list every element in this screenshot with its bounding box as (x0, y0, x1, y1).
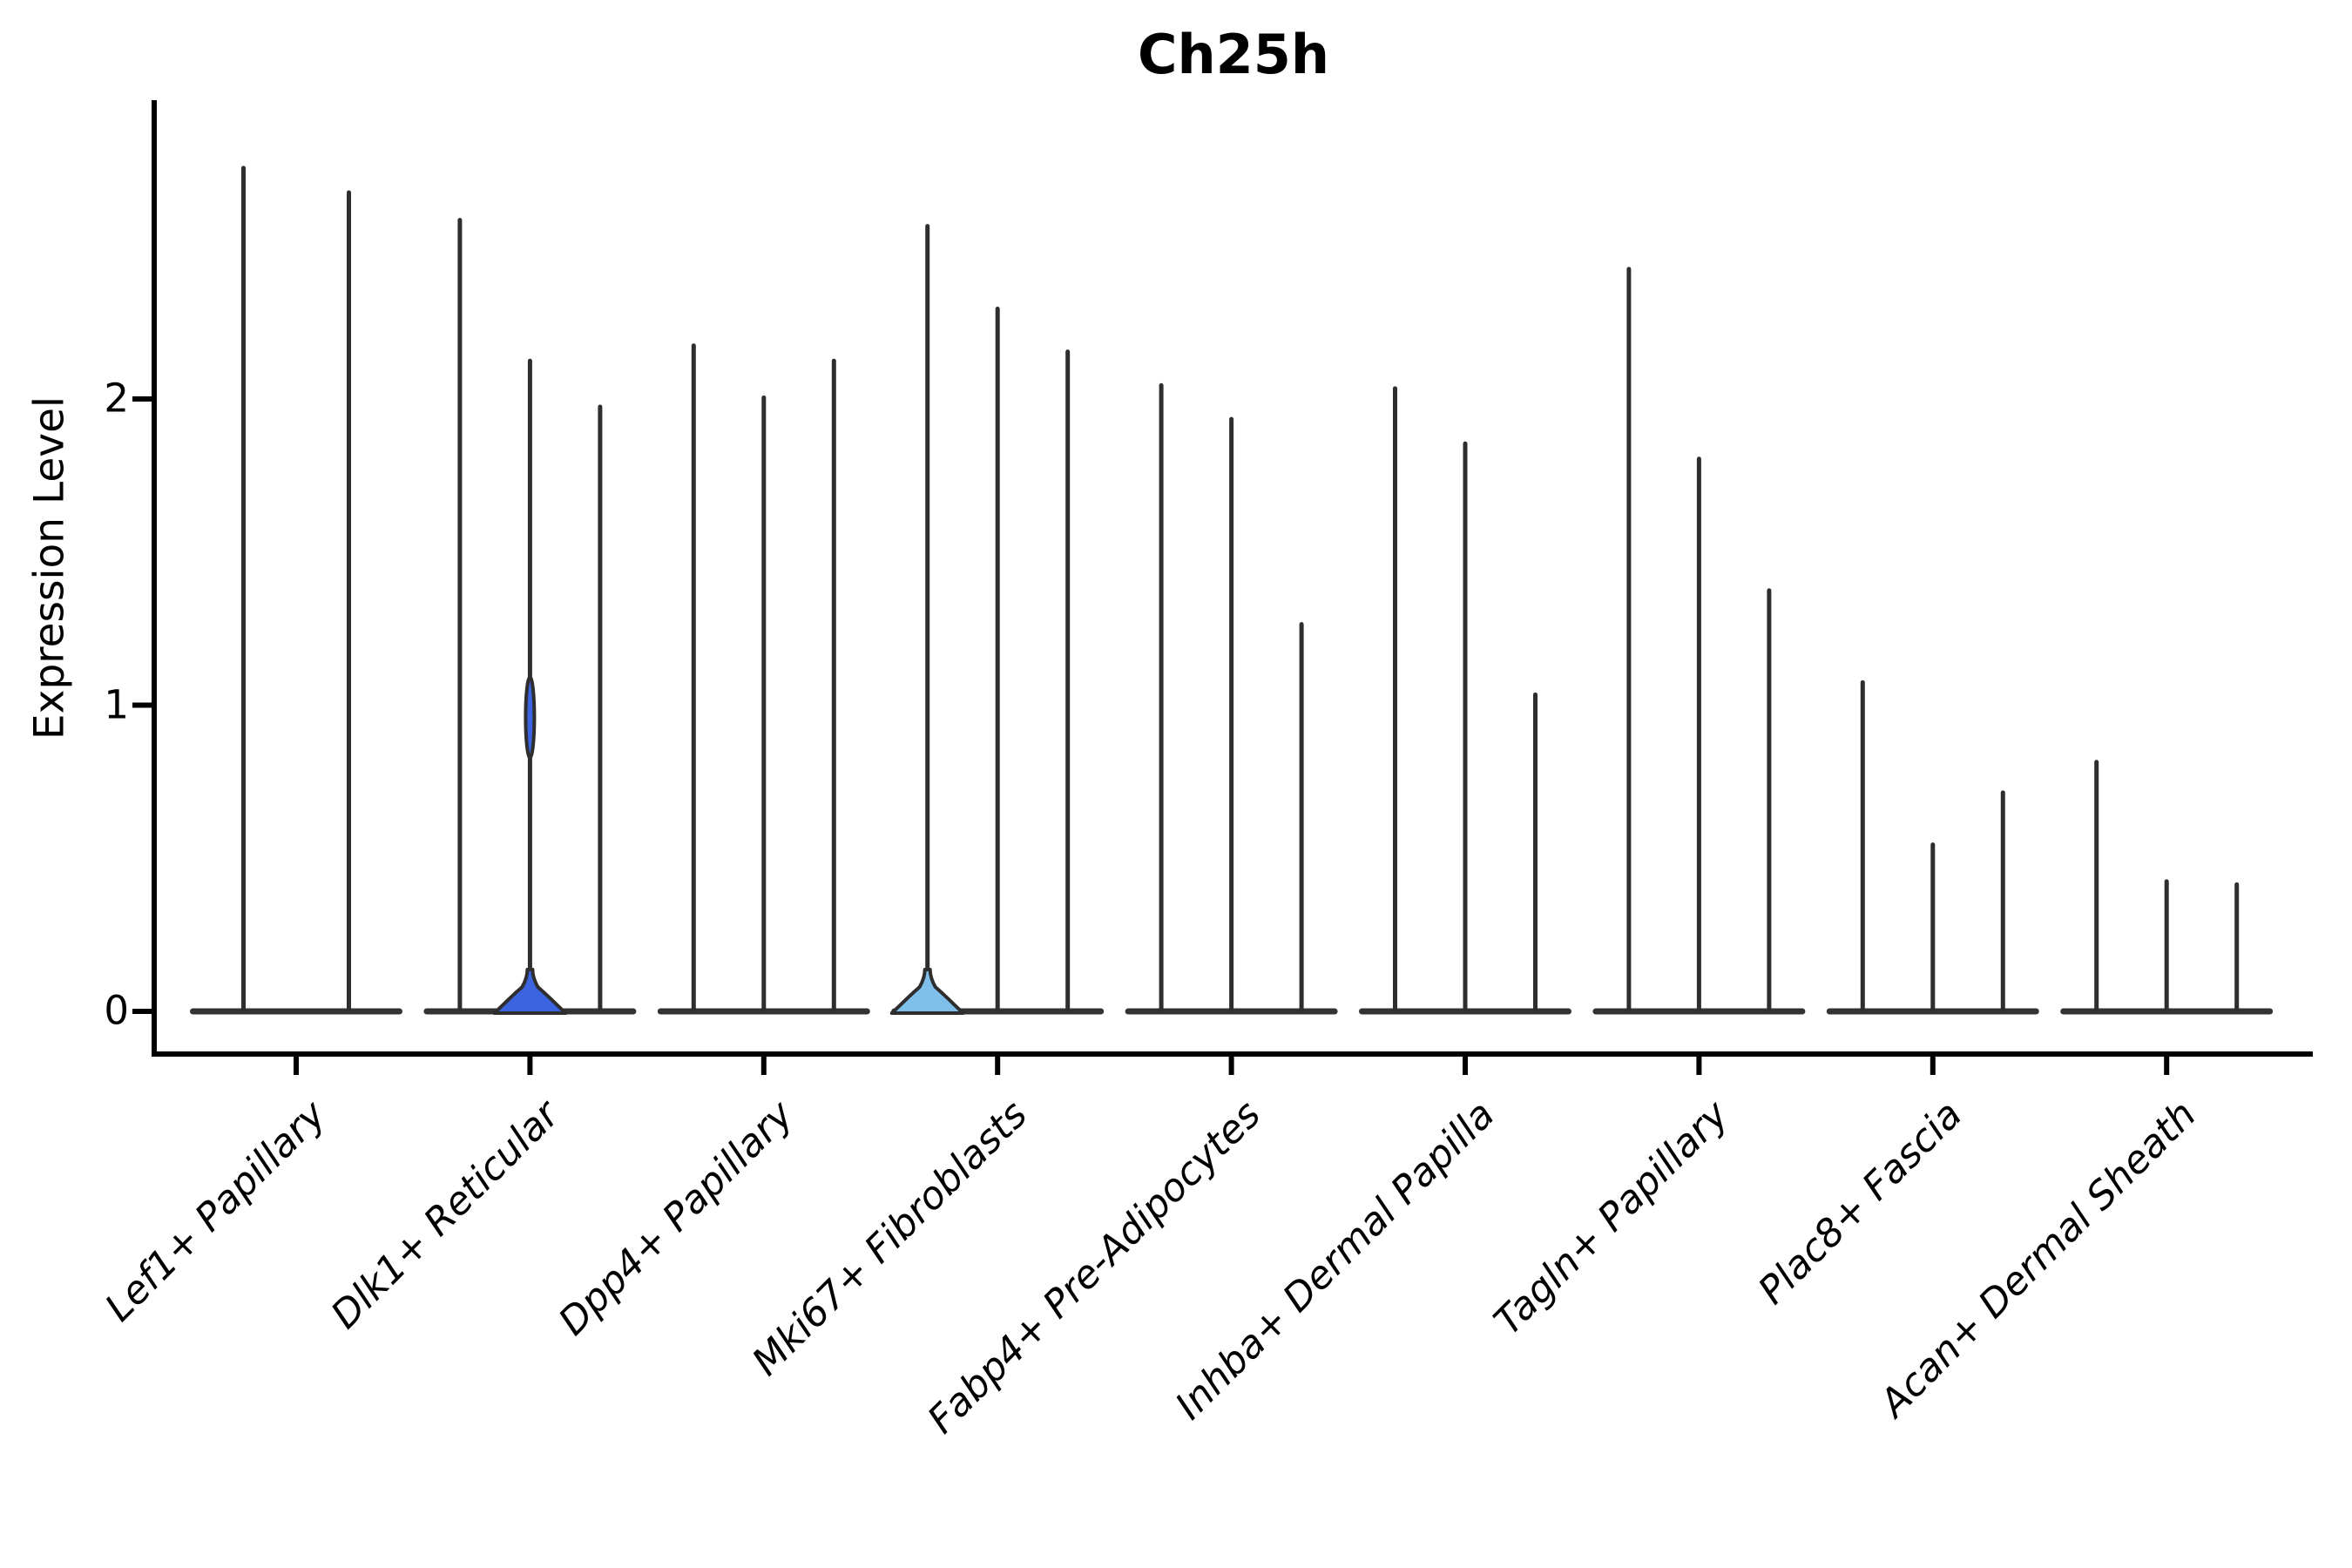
y-tick-label-1: 1 (104, 681, 129, 728)
x-tick-mark (760, 1054, 767, 1075)
x-tick-mark (294, 1054, 299, 1075)
y-tick-label-2: 2 (104, 375, 129, 422)
x-tick-mark (1696, 1054, 1702, 1075)
y-tick-mark (132, 396, 157, 402)
violin-density-fill (492, 968, 568, 1015)
x-tick-mark (1930, 1054, 1936, 1075)
violin-density-fill (889, 968, 965, 1015)
y-axis-label: Expression Level (25, 395, 74, 740)
chart-title: Ch25h (1137, 23, 1330, 86)
y-axis-spine (152, 100, 157, 1057)
x-tick-mark (2164, 1054, 2170, 1075)
x-tick-mark (1228, 1054, 1234, 1075)
violin-mid-bulge (524, 675, 537, 760)
y-tick-mark (132, 1009, 157, 1014)
x-tick-mark (527, 1054, 533, 1075)
x-axis-spine (152, 1051, 2313, 1057)
x-tick-mark (995, 1054, 1001, 1075)
y-tick-label-0: 0 (104, 987, 129, 1034)
y-tick-mark (132, 702, 157, 708)
x-tick-mark (1463, 1054, 1468, 1075)
violin-baseline-band (190, 1008, 402, 1015)
